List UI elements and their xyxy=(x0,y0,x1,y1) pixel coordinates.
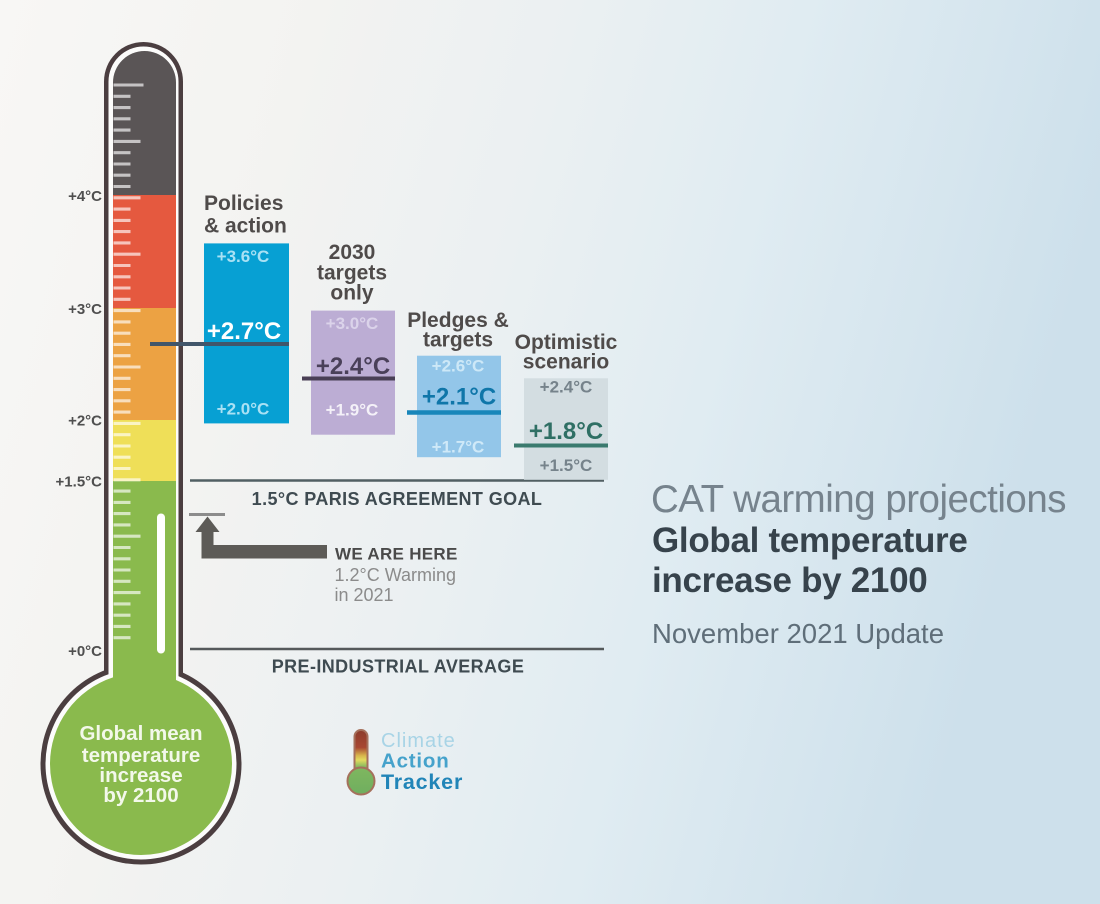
svg-text:+0°C: +0°C xyxy=(68,643,102,660)
svg-text:+3°C: +3°C xyxy=(68,301,102,318)
svg-text:Tracker: Tracker xyxy=(381,770,463,794)
svg-text:Policies: Policies xyxy=(204,192,283,215)
svg-text:+1.5°C: +1.5°C xyxy=(540,456,593,475)
svg-text:+1.5°C: +1.5°C xyxy=(56,474,103,491)
svg-text:targets: targets xyxy=(317,262,387,285)
svg-text:+2.7°C: +2.7°C xyxy=(207,318,281,345)
svg-text:CAT warming projections: CAT warming projections xyxy=(651,478,1066,521)
svg-text:+1.7°C: +1.7°C xyxy=(432,438,485,457)
svg-text:increase by 2100: increase by 2100 xyxy=(652,561,927,600)
svg-text:1.2°C Warming: 1.2°C Warming xyxy=(335,565,457,585)
svg-text:increase: increase xyxy=(99,764,182,787)
svg-text:+2.0°C: +2.0°C xyxy=(217,400,270,419)
svg-text:targets: targets xyxy=(423,329,493,352)
svg-text:Pledges &: Pledges & xyxy=(407,309,509,332)
svg-text:PRE-INDUSTRIAL AVERAGE: PRE-INDUSTRIAL AVERAGE xyxy=(272,657,525,677)
svg-text:only: only xyxy=(330,282,373,305)
svg-text:+2.4°C: +2.4°C xyxy=(316,353,390,380)
svg-text:+3.0°C: +3.0°C xyxy=(326,314,379,333)
svg-text:temperature: temperature xyxy=(82,744,201,767)
svg-text:Climate: Climate xyxy=(381,730,456,752)
svg-text:scenario: scenario xyxy=(523,351,609,374)
svg-text:2030: 2030 xyxy=(329,241,376,264)
svg-text:Global temperature: Global temperature xyxy=(652,521,968,560)
svg-text:+4°C: +4°C xyxy=(68,188,102,205)
svg-text:Optimistic: Optimistic xyxy=(515,331,618,354)
svg-text:Action: Action xyxy=(381,750,450,773)
svg-text:+3.6°C: +3.6°C xyxy=(217,247,270,266)
svg-text:Global mean: Global mean xyxy=(79,722,202,745)
svg-text:in 2021: in 2021 xyxy=(335,585,394,605)
svg-text:1.5°C PARIS AGREEMENT GOAL: 1.5°C PARIS AGREEMENT GOAL xyxy=(252,489,543,509)
svg-text:& action: & action xyxy=(204,215,287,238)
svg-text:+2°C: +2°C xyxy=(68,413,102,430)
svg-text:WE ARE HERE: WE ARE HERE xyxy=(335,545,458,564)
svg-text:+2.6°C: +2.6°C xyxy=(432,357,485,376)
svg-text:+2.1°C: +2.1°C xyxy=(422,384,496,411)
svg-text:+1.9°C: +1.9°C xyxy=(326,401,379,420)
svg-text:November 2021 Update: November 2021 Update xyxy=(652,618,944,649)
svg-text:by 2100: by 2100 xyxy=(103,784,178,807)
svg-text:+2.4°C: +2.4°C xyxy=(540,378,593,397)
svg-text:+1.8°C: +1.8°C xyxy=(529,418,603,445)
